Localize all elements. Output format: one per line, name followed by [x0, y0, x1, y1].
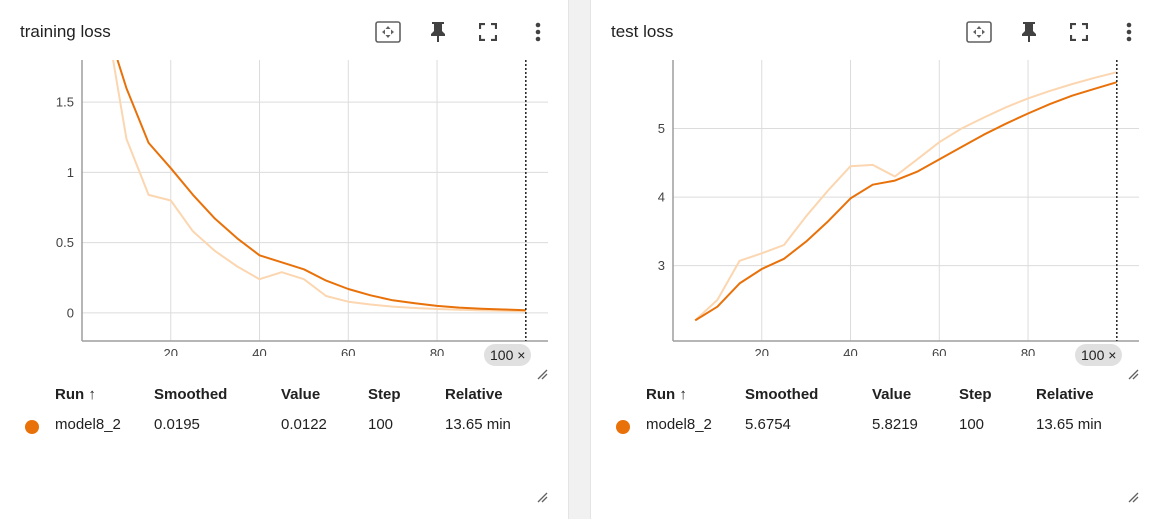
- run-step: 100: [959, 416, 985, 433]
- col-relative-header[interactable]: Relative: [1036, 386, 1094, 403]
- smoothed-series-line: [116, 60, 526, 312]
- y-tick-label: 1: [67, 165, 74, 180]
- pin-icon[interactable]: [424, 18, 452, 46]
- run-relative: 13.65 min: [1036, 416, 1102, 433]
- test-loss-chart[interactable]: 20 40 60 80 3 4 5: [591, 56, 1158, 356]
- y-tick-label: 0.5: [56, 235, 74, 250]
- card-test-loss: test loss 20 40 60 80 3 4 5 100 × Run ↑ Smooth…: [590, 0, 1158, 519]
- resize-handle-icon[interactable]: [1127, 368, 1139, 380]
- col-value-header[interactable]: Value: [872, 386, 912, 403]
- run-step: 100: [368, 416, 394, 433]
- fullscreen-icon[interactable]: [474, 18, 502, 46]
- col-smoothed-header[interactable]: Smoothed: [154, 386, 228, 403]
- more-vert-icon[interactable]: [524, 18, 552, 46]
- x-tick-label: 20: [164, 346, 178, 356]
- fit-domain-icon[interactable]: [965, 18, 993, 46]
- x-tick-label: 60: [932, 346, 946, 356]
- resize-handle-icon[interactable]: [536, 368, 548, 380]
- run-value: 0.0122: [281, 416, 327, 433]
- x-tick-label: 80: [1021, 346, 1035, 356]
- card-training-loss: training loss 20 40 60 80 0 0.5 1 1.5 100 × Run…: [0, 0, 569, 519]
- y-tick-label: 0: [67, 305, 74, 320]
- col-step-header[interactable]: Step: [368, 386, 401, 403]
- run-smoothed: 5.6754: [745, 416, 791, 433]
- col-value-header[interactable]: Value: [281, 386, 321, 403]
- x-tick-label: 40: [252, 346, 266, 356]
- x-tick-label: 40: [843, 346, 857, 356]
- y-tick-label: 5: [658, 121, 665, 136]
- resize-handle-icon[interactable]: [536, 491, 548, 503]
- x-tick-label: 80: [430, 346, 444, 356]
- run-relative: 13.65 min: [445, 416, 511, 433]
- step-badge[interactable]: 100 ×: [484, 344, 532, 366]
- y-tick-label: 3: [658, 258, 665, 273]
- y-tick-label: 1.5: [56, 95, 74, 110]
- raw-series-line: [112, 60, 526, 313]
- run-value: 5.8219: [872, 416, 918, 433]
- col-relative-header[interactable]: Relative: [445, 386, 503, 403]
- run-color-dot: [25, 420, 39, 434]
- card-title: test loss: [611, 22, 674, 41]
- resize-handle-icon[interactable]: [1127, 491, 1139, 503]
- y-tick-label: 4: [658, 190, 665, 205]
- fit-domain-icon[interactable]: [374, 18, 402, 46]
- fullscreen-icon[interactable]: [1065, 18, 1093, 46]
- run-name: model8_2: [646, 416, 712, 433]
- smoothed-series-line: [694, 81, 1118, 322]
- run-color-dot: [616, 420, 630, 434]
- card-title: training loss: [20, 22, 111, 41]
- col-smoothed-header[interactable]: Smoothed: [745, 386, 819, 403]
- more-vert-icon[interactable]: [1115, 18, 1143, 46]
- col-run-header[interactable]: Run ↑: [55, 386, 96, 403]
- raw-series-line: [694, 71, 1118, 322]
- col-run-header[interactable]: Run ↑: [646, 386, 687, 403]
- pin-icon[interactable]: [1015, 18, 1043, 46]
- x-tick-label: 20: [755, 346, 769, 356]
- step-badge[interactable]: 100 ×: [1075, 344, 1123, 366]
- run-smoothed: 0.0195: [154, 416, 200, 433]
- x-tick-label: 60: [341, 346, 355, 356]
- training-loss-chart[interactable]: 20 40 60 80 0 0.5 1 1.5: [0, 56, 569, 356]
- run-name: model8_2: [55, 416, 121, 433]
- col-step-header[interactable]: Step: [959, 386, 992, 403]
